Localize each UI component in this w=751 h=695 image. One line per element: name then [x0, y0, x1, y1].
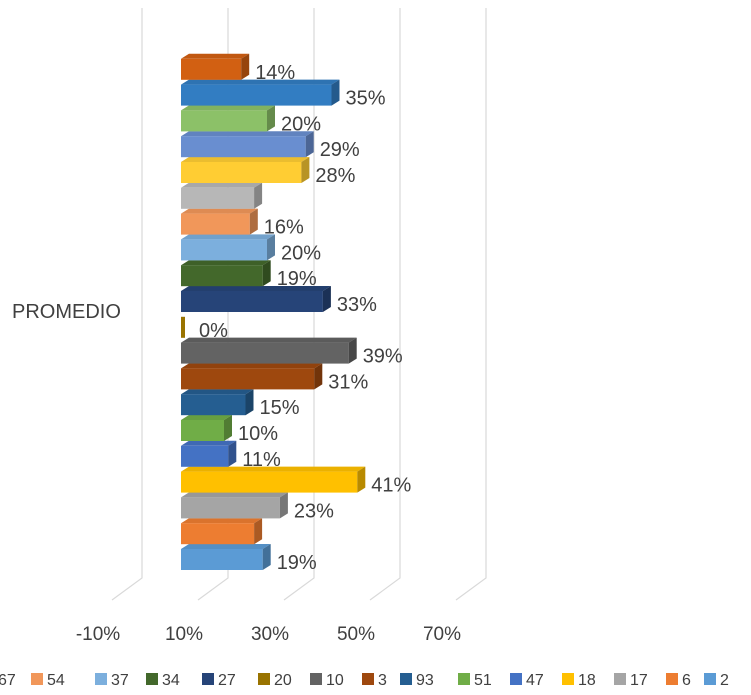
- legend: 67 54 37 34 27 20 10 3 93 51 47 18 17 6 2: [0, 672, 729, 689]
- legend-label: 3: [378, 672, 387, 689]
- legend-item: 54: [31, 672, 65, 689]
- bar: [181, 466, 366, 493]
- bar: [181, 518, 263, 545]
- legend-label: 51: [474, 672, 492, 689]
- legend-item: 2: [704, 672, 729, 689]
- x-axis-ticks: -10% 10% 30% 50% 70%: [76, 624, 461, 645]
- legend-label: 2: [720, 672, 729, 689]
- bar: [181, 105, 275, 132]
- bar: [181, 53, 250, 80]
- legend-label: 10: [326, 672, 344, 689]
- data-label: 0%: [199, 320, 228, 342]
- legend-item: 20: [258, 672, 292, 689]
- legend-item: 93: [400, 672, 434, 689]
- data-label: 19%: [277, 552, 317, 574]
- legend-item: 17: [614, 672, 648, 689]
- data-label: 19%: [277, 268, 317, 290]
- legend-item: 10: [310, 672, 344, 689]
- legend-item: 37: [95, 672, 129, 689]
- legend-label: 18: [578, 672, 596, 689]
- bar: [181, 440, 237, 467]
- x-tick-label: -10%: [76, 624, 120, 645]
- legend-item: 47: [510, 672, 544, 689]
- legend-label: 54: [47, 672, 65, 689]
- legend-item: 27: [202, 672, 236, 689]
- data-label: 10%: [238, 423, 278, 445]
- bar: [181, 363, 323, 390]
- data-label: 15%: [260, 397, 300, 419]
- legend-label: 37: [111, 672, 129, 689]
- legend-label: 6: [682, 672, 691, 689]
- bars: [181, 53, 366, 570]
- legend-item: 51: [458, 672, 492, 689]
- legend-item: 67: [0, 672, 16, 689]
- data-label: 33%: [337, 294, 377, 316]
- x-tick-label: 50%: [337, 624, 375, 645]
- gridline: [455, 8, 487, 601]
- data-label: 29%: [320, 139, 360, 161]
- bar: [181, 492, 288, 519]
- category-label: PROMEDIO: [12, 301, 121, 323]
- legend-label: 67: [0, 672, 16, 689]
- bar: [181, 157, 310, 183]
- legend-item: 34: [146, 672, 180, 689]
- legend-label: 27: [218, 672, 236, 689]
- bar: [181, 208, 258, 235]
- bar: [181, 316, 185, 338]
- data-label: 28%: [315, 165, 355, 187]
- bar: [181, 389, 254, 416]
- data-label: 14%: [255, 62, 295, 84]
- legend-item: 6: [666, 672, 691, 689]
- bar: [181, 337, 357, 364]
- bar: [181, 260, 271, 287]
- x-tick-label: 70%: [423, 624, 461, 645]
- x-tick-label: 10%: [165, 624, 203, 645]
- data-labels: 19% 23% 41% 11% 10% 15% 31% 39% 0% 33% 19% 20% 16% 28…: [199, 62, 412, 574]
- bar: [181, 234, 275, 261]
- bar: [181, 182, 263, 209]
- gridline: [283, 8, 315, 601]
- gridline: [111, 8, 143, 601]
- legend-item: 3: [362, 672, 387, 689]
- legend-label: 93: [416, 672, 434, 689]
- legend-label: 17: [630, 672, 648, 689]
- data-label: 31%: [328, 371, 368, 393]
- data-label: 20%: [281, 242, 321, 264]
- bar: [181, 544, 271, 570]
- data-label: 39%: [363, 346, 403, 368]
- legend-label: 34: [162, 672, 180, 689]
- bar: [181, 415, 232, 441]
- data-label: 20%: [281, 113, 321, 135]
- bar: [181, 79, 340, 106]
- data-label: 16%: [264, 217, 304, 239]
- data-label: 23%: [294, 500, 334, 522]
- bar: [181, 286, 331, 312]
- bar: [181, 131, 314, 158]
- x-tick-label: 30%: [251, 624, 289, 645]
- data-label: 41%: [371, 475, 411, 497]
- data-label: 11%: [242, 449, 281, 471]
- legend-item: 18: [562, 672, 596, 689]
- data-label: 35%: [346, 88, 386, 110]
- gridline: [369, 8, 401, 601]
- legend-label: 47: [526, 672, 544, 689]
- legend-label: 20: [274, 672, 292, 689]
